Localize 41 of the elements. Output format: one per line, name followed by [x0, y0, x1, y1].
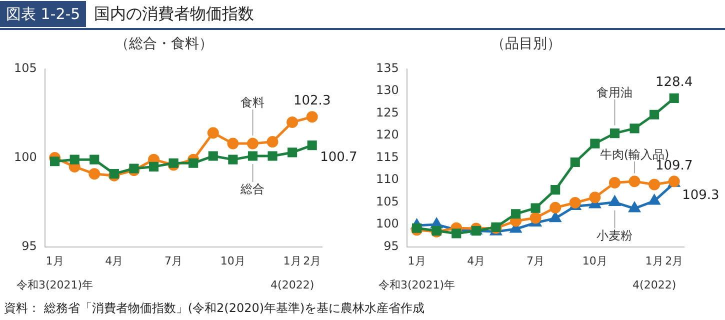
y-tick-label: 135: [376, 60, 399, 75]
text: 4(2022): [632, 278, 676, 292]
text: 資料： 総務省「消費者物価指数」(令和2(2020)年基準)を基に農林水産省作成: [4, 300, 425, 317]
chart-title: （総合・食料）: [115, 36, 213, 52]
x-tick-label: 10月: [220, 254, 246, 268]
text: 令和3(2021)年: [378, 278, 456, 292]
y-tick-label: 95: [384, 238, 399, 253]
y-tick-label: 100: [376, 216, 399, 231]
data-label: 102.3: [293, 94, 331, 109]
data-label: 109.3: [682, 188, 720, 204]
x-tick-label: 7月: [526, 254, 545, 268]
x-tick-label: 2月: [665, 254, 684, 268]
y-tick-label: 115: [376, 150, 399, 164]
y-tick-label: 100: [14, 150, 37, 164]
y-tick-label: 95: [22, 238, 37, 253]
x-tick-label: 1月: [46, 254, 64, 268]
x-tick-label: 2月: [303, 254, 322, 268]
x-tick-label: 1月: [645, 254, 664, 268]
text: 図表 1-2-5: [0, 1, 86, 27]
x-tick-label: 1月: [408, 254, 426, 268]
series-label: 総合: [240, 182, 265, 196]
series-label: 食用油: [596, 85, 633, 100]
x-tick-label: 1月: [283, 254, 302, 268]
y-tick-label: 110: [376, 172, 399, 186]
x-tick-label: 4月: [467, 254, 486, 268]
text: 食料: [240, 96, 265, 110]
y-tick-label: 105: [376, 194, 399, 208]
x-tick-label: 7月: [164, 254, 183, 268]
y-tick-label: 125: [376, 105, 399, 120]
text: 4(2022): [270, 278, 314, 292]
chart-title: （品目別）: [491, 36, 561, 52]
y-tick-label: 130: [376, 83, 399, 98]
series-label: 小麦粉: [596, 228, 633, 242]
x-tick-label: 10月: [582, 254, 608, 268]
text: 令和3(2021)年: [16, 278, 94, 292]
y-tick-label: 105: [14, 60, 37, 75]
y-tick-label: 120: [376, 128, 399, 142]
x-tick-label: 4月: [105, 254, 124, 268]
data-label: 100.7: [320, 150, 358, 166]
text: 国内の消費者物価指数: [94, 4, 254, 24]
data-label: 128.4: [655, 75, 693, 90]
